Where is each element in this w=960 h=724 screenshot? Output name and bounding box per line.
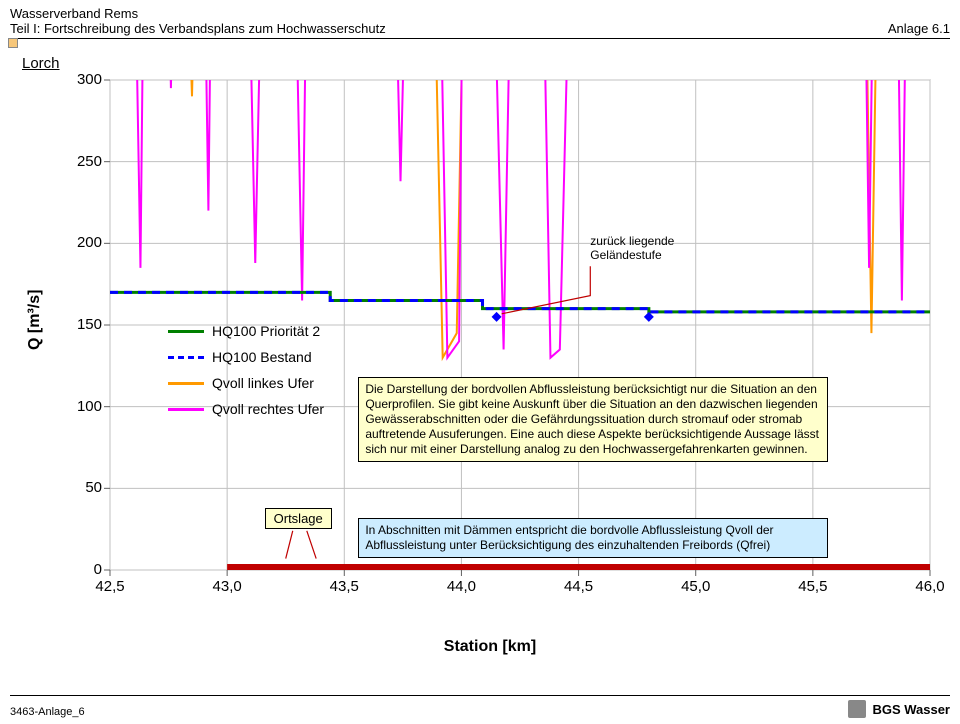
ortslage-label: Ortslage [265,508,332,529]
y-tick: 200 [68,234,102,251]
info-textbox-blue: In Abschnitten mit Dämmen entspricht die… [358,518,828,558]
y-tick: 0 [68,561,102,578]
chart: 0 50 100 150 200 250 300 42,5 43,0 43,5 44,0 44,5 4… [30,70,950,650]
y-tick: 250 [68,153,102,170]
legend-label: Qvoll rechtes Ufer [212,401,324,417]
legend-label: Qvoll linkes Ufer [212,375,314,391]
x-tick: 44,5 [559,578,599,595]
footer-right-text: BGS Wasser [872,702,950,717]
y-tick: 300 [68,71,102,88]
x-tick: 46,0 [910,578,950,595]
logo-icon [848,700,866,718]
x-axis-label: Station [km] [30,638,950,656]
info-textbox-yellow: Die Darstellung der bordvollen Abflussle… [358,377,828,462]
footer-left: 3463-Anlage_6 [10,706,85,718]
legend-label: HQ100 Priorität 2 [212,323,320,339]
legend-label: HQ100 Bestand [212,349,312,365]
footer: 3463-Anlage_6 BGS Wasser [10,695,950,718]
x-tick: 43,5 [324,578,364,595]
header-marker-icon [8,38,18,48]
y-tick: 50 [68,479,102,496]
header-line1: Wasserverband Rems [10,6,950,21]
legend-item: HQ100 Priorität 2 [168,318,324,344]
legend-item: Qvoll linkes Ufer [168,370,324,396]
y-tick: 150 [68,316,102,333]
gelandestufe-label: zurück liegendeGeländestufe [590,235,674,263]
x-tick: 45,0 [676,578,716,595]
legend-item: Qvoll rechtes Ufer [168,396,324,422]
x-tick: 43,0 [207,578,247,595]
legend: HQ100 Priorität 2 HQ100 Bestand Qvoll link… [168,318,324,422]
y-tick: 100 [68,398,102,415]
x-tick: 42,5 [90,578,130,595]
header-line2: Teil I: Fortschreibung des Verbandsplans… [10,21,386,36]
legend-item: HQ100 Bestand [168,344,324,370]
x-tick: 44,0 [441,578,481,595]
header-anlage: Anlage 6.1 [888,21,950,36]
footer-right: BGS Wasser [848,700,950,718]
y-axis-label: Q [m³/s] [26,290,44,350]
x-tick: 45,5 [793,578,833,595]
